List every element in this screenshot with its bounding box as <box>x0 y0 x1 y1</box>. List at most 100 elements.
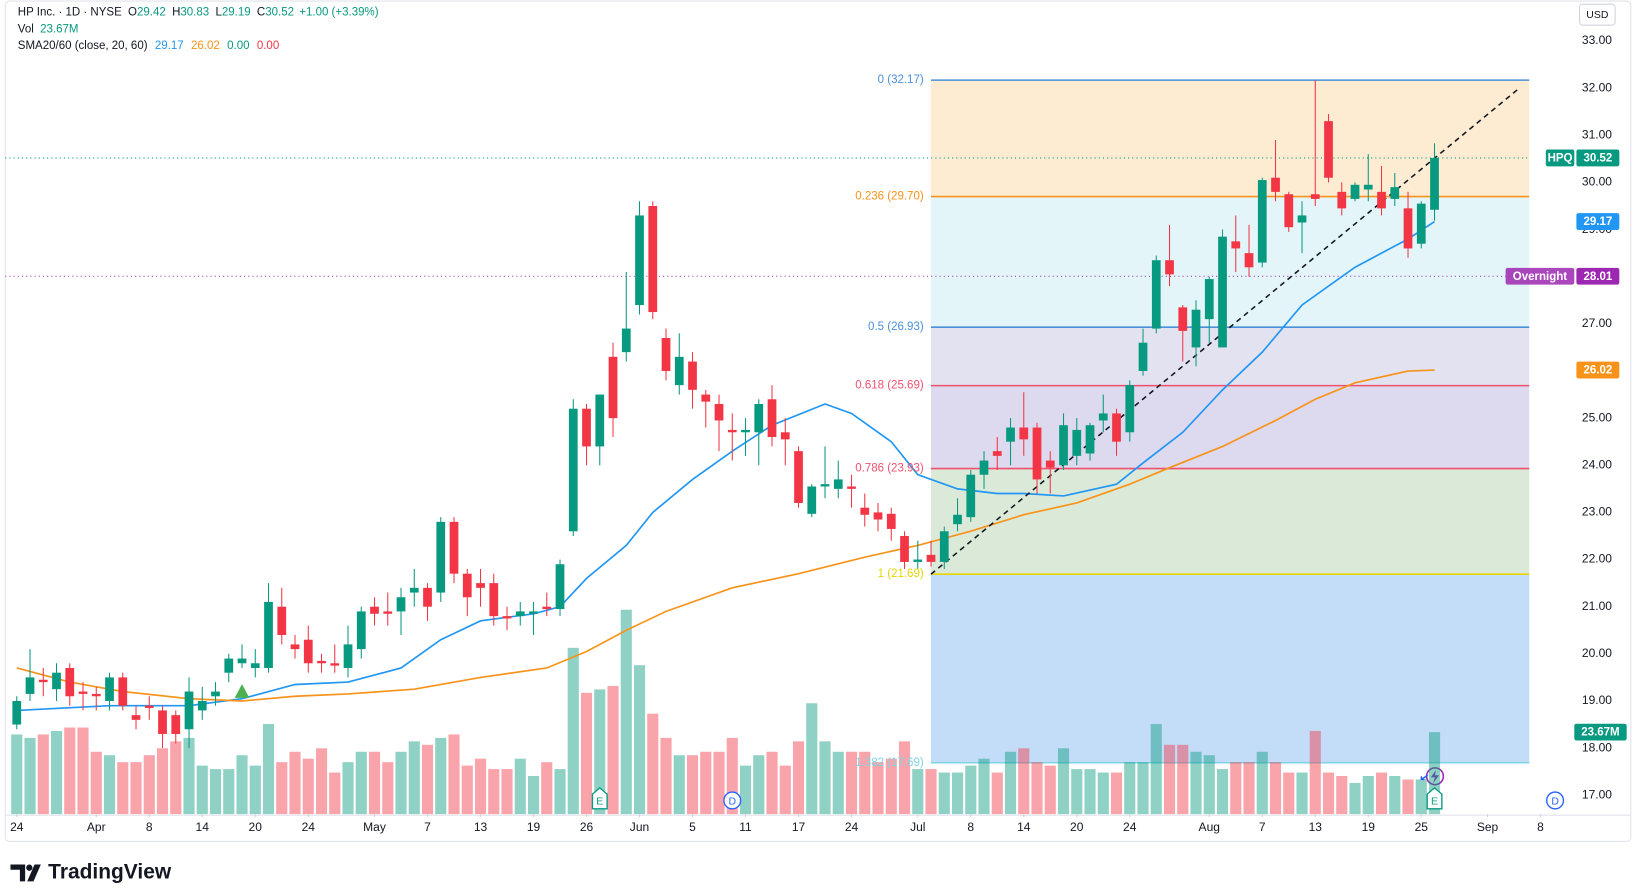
volume-bar <box>567 647 579 815</box>
price-badge-box <box>1576 149 1620 167</box>
currency-box[interactable] <box>1579 3 1616 26</box>
volume-bar <box>527 776 540 815</box>
x-tick-label: 11 <box>739 820 752 834</box>
volume-bar <box>700 751 712 815</box>
volume-bar <box>156 748 169 815</box>
price-badge-name-box <box>1545 149 1575 167</box>
volume-bar <box>872 762 884 815</box>
volume-bar <box>594 689 606 815</box>
candle-body <box>1271 177 1280 192</box>
x-tick-label: 20 <box>249 820 263 834</box>
candle-body <box>25 677 35 694</box>
candle-body <box>595 394 605 447</box>
candle-body <box>1363 184 1373 190</box>
event-label: D <box>1551 796 1559 807</box>
x-tick-label: 7 <box>1259 820 1266 834</box>
volume-bar <box>554 769 566 815</box>
volume-bars <box>11 609 1441 815</box>
candle-body <box>939 531 949 562</box>
volume-bar <box>938 772 950 815</box>
fib-level-label: 1.382 (17.69) <box>855 757 924 769</box>
change-value: +1.00 (+3.39%) <box>299 7 378 19</box>
volume-bar <box>1283 772 1295 815</box>
volume-bar <box>673 755 685 815</box>
y-tick-label: 25.00 <box>1582 410 1612 424</box>
volume-bar <box>1230 762 1242 815</box>
volume-bar <box>170 741 182 815</box>
volume-bar <box>50 730 63 815</box>
x-tick-label: 13 <box>474 820 488 834</box>
volume-bar <box>262 724 275 815</box>
price-badge-value: 29.17 <box>1583 216 1612 228</box>
candle-body <box>211 691 220 697</box>
event-marker[interactable]: D <box>723 791 742 810</box>
price-badge-box <box>1576 213 1620 230</box>
candle-body <box>184 691 194 730</box>
brand-logo <box>10 864 41 882</box>
x-tick-label: 24 <box>10 820 24 834</box>
candle-body <box>1310 194 1320 199</box>
x-tick-label: 14 <box>196 820 210 834</box>
alert-icon[interactable] <box>1420 767 1445 786</box>
volume-bar <box>1031 762 1043 815</box>
candles <box>12 80 1439 749</box>
volume-bar <box>143 755 155 815</box>
candle-body <box>847 486 856 489</box>
volume-title: Vol <box>18 23 34 35</box>
x-tick-label: Sep <box>1477 820 1499 834</box>
x-tick-label: 8 <box>967 820 974 834</box>
volume-bar <box>845 751 858 815</box>
candle-body <box>78 691 88 694</box>
y-tick-label: 23.00 <box>1582 505 1612 519</box>
candle-body <box>714 403 724 421</box>
y-tick-label: 32.00 <box>1582 80 1612 94</box>
candle-body <box>1059 425 1068 466</box>
candle-body <box>542 606 552 610</box>
brand-name: TradingView <box>48 860 172 883</box>
volume-bar <box>819 741 831 815</box>
volume-value: 23.67M <box>40 23 78 35</box>
sma-title: SMA20/60 (close, 20, 60) <box>18 40 148 52</box>
candle-body <box>383 611 393 614</box>
event-marker[interactable]: D <box>1546 791 1565 810</box>
candle-body <box>250 663 260 668</box>
volume-bar <box>726 737 738 815</box>
volume-bar <box>342 762 354 815</box>
signal-arrow <box>234 684 250 698</box>
volume-bar <box>686 755 699 815</box>
x-tick-label: 8 <box>1537 820 1544 834</box>
symbol-title: HP Inc. · 1D · NYSE <box>18 7 122 19</box>
candle-body <box>317 660 326 664</box>
volume-badge-label: 23.67M <box>1581 727 1619 739</box>
event-marker[interactable]: E <box>591 786 608 810</box>
sma-value: 0.00 <box>257 40 279 52</box>
candle-body <box>701 394 711 402</box>
fib-zone <box>931 327 1530 386</box>
price-badge-name: HPQ <box>1548 152 1573 164</box>
volume-bar <box>249 765 261 815</box>
ohlc-label: O <box>128 7 137 19</box>
x-tick-label: 25 <box>1415 820 1429 834</box>
volume-bar <box>448 734 460 815</box>
fib-zone <box>931 574 1530 763</box>
volume-bar <box>1256 751 1268 815</box>
event-marker[interactable]: E <box>1426 786 1443 810</box>
candle-body <box>197 700 207 711</box>
volume-bar <box>792 741 805 815</box>
fib-level-label: 0.5 (26.93) <box>868 321 924 333</box>
volume-bar <box>978 758 990 815</box>
candle-body <box>1218 236 1227 348</box>
volume-bar <box>117 762 129 815</box>
x-tick-label: 5 <box>689 820 696 834</box>
volume-bar <box>1084 769 1096 815</box>
volume-bar <box>1018 748 1030 815</box>
volume-bar <box>302 758 314 815</box>
candle-body <box>105 677 114 701</box>
y-tick-label: 22.00 <box>1582 552 1612 566</box>
fib-level-label: 0.236 (29.70) <box>855 191 924 203</box>
volume-bar <box>1322 772 1335 815</box>
volume-bar <box>1216 769 1229 815</box>
candle-body <box>1337 191 1347 209</box>
candle-body <box>515 611 525 617</box>
